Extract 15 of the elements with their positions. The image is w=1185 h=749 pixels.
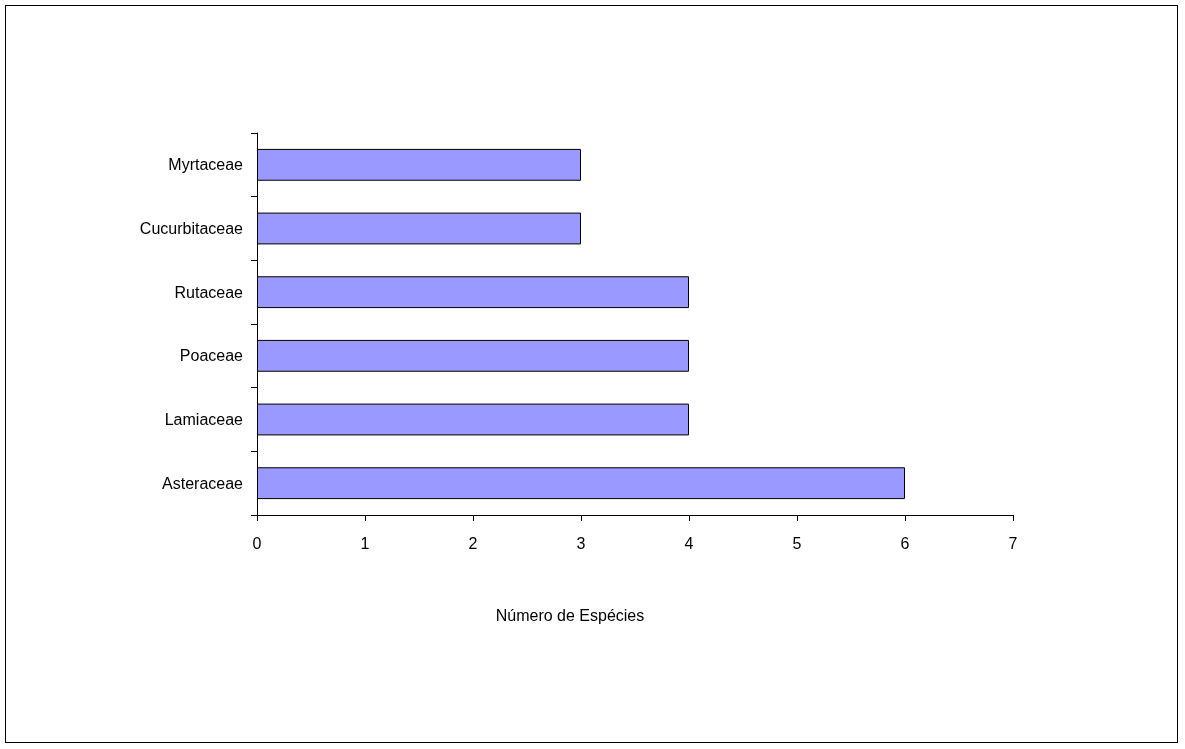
y-tick-label: Cucurbitaceae [139,220,244,237]
y-tick-label: Poaceae [179,347,244,365]
x-tick-label: 5 [792,534,802,552]
x-tick-label: 4 [684,534,694,552]
x-tick-label: 7 [1008,534,1018,552]
y-tick-label: Asteraceae [162,474,244,492]
x-tick-label: 3 [576,534,586,552]
x-tick-label: 0 [252,534,262,552]
x-tick-label: 6 [900,534,910,552]
y-tick-label: Lamiaceae [164,411,244,428]
x-axis-title: Número de Espécies [495,606,645,624]
y-tick-label: Rutaceae [174,283,244,301]
y-tick-label: Myrtaceae [168,156,244,174]
x-tick-label: 1 [360,534,370,552]
x-tick-label: 2 [468,534,478,552]
